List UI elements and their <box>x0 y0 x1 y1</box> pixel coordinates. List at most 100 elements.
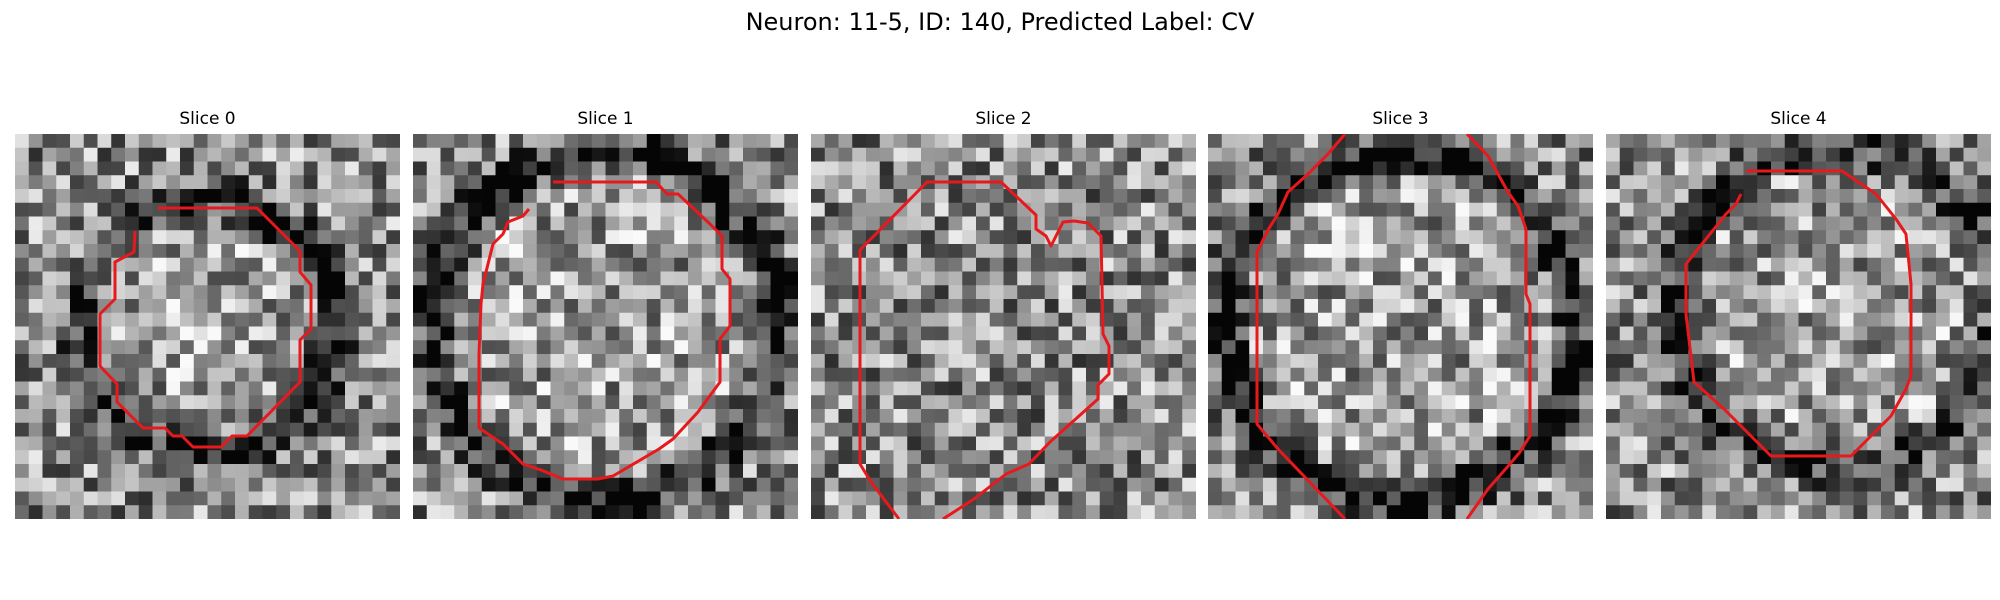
pixel <box>1510 147 1525 162</box>
pixel <box>1290 354 1305 369</box>
pixel <box>1455 189 1470 204</box>
pixel <box>1113 505 1128 519</box>
pixel <box>481 285 496 300</box>
pixel <box>1908 216 1923 231</box>
pixel <box>1757 395 1772 410</box>
pixel <box>1003 326 1018 341</box>
pixel <box>1154 202 1169 217</box>
pixel <box>1936 312 1951 327</box>
pixel <box>1565 271 1580 286</box>
pixel <box>1359 312 1374 327</box>
pixel <box>1510 505 1525 519</box>
pixel <box>331 464 346 479</box>
pixel <box>1619 175 1634 190</box>
pixel <box>495 505 510 519</box>
pixel <box>1894 505 1909 519</box>
pixel <box>1099 175 1114 190</box>
pixel <box>1044 326 1059 341</box>
pixel <box>56 189 71 204</box>
pixel <box>468 202 483 217</box>
pixel <box>83 189 98 204</box>
pixel <box>838 161 853 176</box>
pixel <box>1757 477 1772 492</box>
pixel <box>42 477 57 492</box>
pixel <box>1386 436 1401 451</box>
pixel <box>866 436 881 451</box>
pixel <box>1716 422 1731 437</box>
pixel <box>1058 477 1073 492</box>
pixel <box>345 340 360 355</box>
pixel <box>1058 161 1073 176</box>
pixel <box>372 395 387 410</box>
pixel <box>1936 216 1951 231</box>
pixel <box>70 244 85 259</box>
pixel <box>784 326 798 341</box>
pixel <box>591 244 606 259</box>
pixel <box>1428 161 1443 176</box>
pixel <box>1867 257 1882 272</box>
pixel <box>1113 395 1128 410</box>
pixel <box>1949 257 1964 272</box>
pixel <box>1661 367 1676 382</box>
pixel <box>1606 436 1621 451</box>
pixel <box>550 436 565 451</box>
pixel <box>1538 395 1553 410</box>
pixel <box>1702 477 1717 492</box>
pixel <box>1922 381 1937 396</box>
pixel <box>207 381 222 396</box>
pixel <box>207 340 222 355</box>
pixel <box>1908 505 1923 519</box>
pixel <box>42 257 57 272</box>
pixel <box>660 340 675 355</box>
pixel <box>125 216 140 231</box>
pixel <box>207 161 222 176</box>
pixel <box>523 216 538 231</box>
pixel <box>1483 175 1498 190</box>
pixel <box>235 395 250 410</box>
pixel <box>743 257 758 272</box>
pixel <box>1867 161 1882 176</box>
pixel <box>962 422 977 437</box>
pixel <box>1141 312 1156 327</box>
pixel <box>138 175 153 190</box>
pixel <box>591 491 606 506</box>
pixel <box>1290 326 1305 341</box>
pixel <box>166 367 181 382</box>
pixel <box>125 477 140 492</box>
pixel <box>1221 450 1236 465</box>
pixel <box>893 354 908 369</box>
pixel <box>838 175 853 190</box>
pixel <box>28 202 43 217</box>
pixel <box>1182 271 1196 286</box>
pixel <box>1579 450 1593 465</box>
pixel <box>1235 395 1250 410</box>
pixel <box>1276 367 1291 382</box>
pixel <box>536 491 551 506</box>
pixel <box>440 147 455 162</box>
pixel <box>1619 477 1634 492</box>
pixel <box>1414 202 1429 217</box>
pixel <box>468 436 483 451</box>
pixel <box>660 422 675 437</box>
pixel <box>317 491 332 506</box>
pixel <box>756 299 771 314</box>
pixel <box>262 477 277 492</box>
pixel <box>1386 354 1401 369</box>
pixel <box>989 464 1004 479</box>
pixel <box>1373 134 1388 149</box>
pixel <box>358 175 373 190</box>
pixel <box>1400 244 1415 259</box>
pixel <box>1771 147 1786 162</box>
pixel <box>495 257 510 272</box>
pixel <box>276 216 291 231</box>
pixel <box>1853 340 1868 355</box>
pixel <box>1647 381 1662 396</box>
pixel <box>1414 491 1429 506</box>
pixel <box>646 354 661 369</box>
pixel <box>1017 505 1032 519</box>
pixel <box>1784 409 1799 424</box>
pixel <box>633 409 648 424</box>
pixel <box>976 230 991 245</box>
pixel <box>1894 299 1909 314</box>
pixel <box>1003 395 1018 410</box>
